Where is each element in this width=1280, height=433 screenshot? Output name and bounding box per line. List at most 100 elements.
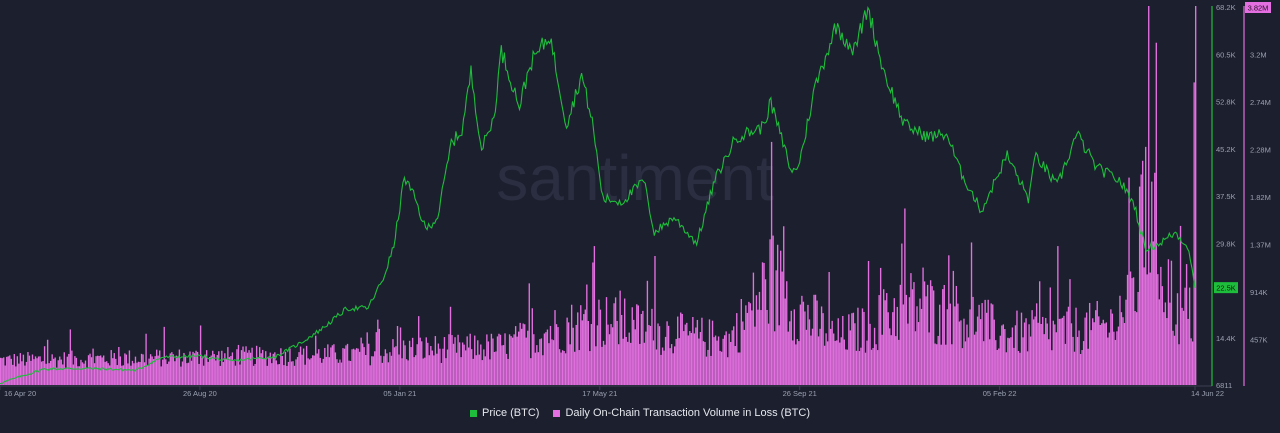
volume-bar (1084, 317, 1086, 385)
volume-bar (1117, 326, 1120, 385)
volume-bar (1075, 307, 1077, 385)
volume-bar (611, 327, 614, 385)
volume-bar (517, 331, 520, 385)
volume-bar (890, 335, 892, 385)
volume-bar (96, 355, 99, 385)
volume-bar (222, 362, 224, 385)
volume-bar (458, 342, 461, 385)
volume-bar (504, 333, 506, 385)
volume-bar (187, 362, 190, 385)
volume-bar (131, 360, 134, 385)
legend-item-volume[interactable]: Daily On-Chain Transaction Volume in Los… (553, 407, 810, 419)
volume-bar (1049, 287, 1051, 385)
volume-bar (642, 310, 644, 385)
volume-bar (561, 350, 564, 385)
volume-bar (558, 349, 561, 385)
volume-bar (514, 326, 517, 385)
volume-bar (863, 311, 865, 385)
volume-bar (325, 356, 327, 385)
volume-bar (525, 337, 527, 385)
volume-bar (896, 306, 898, 385)
volume-bar (401, 358, 403, 385)
volume-bar (112, 358, 114, 385)
volume-bar (975, 331, 977, 385)
volume-bar (307, 358, 309, 385)
volume-bar (769, 239, 771, 385)
volume-bar (881, 334, 883, 385)
volume-bar (854, 323, 856, 385)
volume-bar (493, 351, 496, 385)
volume-bar (987, 299, 989, 385)
volume-bar (245, 346, 247, 385)
volume-bar (163, 326, 165, 385)
volume-bar (1051, 350, 1053, 385)
volume-bar (737, 352, 739, 385)
volume-bar (928, 332, 930, 385)
volume-bar (186, 363, 188, 385)
volume-bar (40, 361, 43, 385)
volume-bar (343, 348, 346, 385)
volume-bar (143, 362, 146, 385)
volume-bar (772, 235, 774, 385)
volume-bar (957, 303, 959, 385)
volume-bar (778, 325, 780, 385)
volume-bar (159, 350, 161, 385)
volume-bar (840, 337, 842, 385)
volume-bar (937, 335, 939, 385)
volume-bar (334, 352, 337, 385)
volume-axis: 3.2M 2.74M 2.28M 1.82M 1.37M 914K 457K 3.82M (1243, 2, 1271, 386)
volume-bar (1166, 318, 1168, 385)
volume-bar (932, 290, 935, 385)
volume-bar (783, 226, 785, 385)
volume-bar (408, 340, 411, 385)
volume-bar (811, 328, 814, 385)
volume-bar (1032, 319, 1035, 385)
legend-item-price[interactable]: Price (BTC) (470, 407, 539, 419)
volume-bar (1004, 329, 1006, 385)
volume-bar (437, 343, 440, 385)
volume-bar (59, 356, 61, 385)
volume-bar (481, 360, 483, 385)
volume-bar (355, 348, 358, 385)
volume-bar (995, 340, 997, 385)
volume-bar (418, 316, 420, 385)
price-line (0, 5, 1196, 385)
volume-bar (268, 357, 270, 385)
volume-bar (15, 366, 17, 385)
volume-bar (372, 356, 374, 385)
volume-bar (107, 363, 109, 385)
volume-bar (149, 354, 152, 385)
volume-bar (949, 303, 951, 385)
volume-bar (801, 295, 803, 385)
volume-bar (471, 349, 473, 385)
volume-bar (1178, 344, 1180, 385)
volume-bar (280, 348, 282, 385)
volume-bar (1126, 274, 1129, 385)
volume-bar (967, 337, 970, 385)
volume-bar (978, 304, 980, 385)
volume-bar (1114, 339, 1117, 385)
volume-bar (304, 364, 306, 385)
volume-bar (157, 355, 159, 385)
volume-bar (657, 323, 659, 385)
volume-bar (152, 359, 155, 385)
volume-bar (984, 299, 986, 385)
volume-bar (271, 363, 273, 385)
volume-bar (820, 306, 823, 385)
volume-bar (767, 323, 770, 385)
volume-bar (910, 273, 912, 385)
volume-bar (1007, 337, 1009, 385)
volume-bar (0, 357, 2, 385)
volume-bar (1099, 325, 1101, 385)
volume-bar (446, 349, 449, 385)
volume-bar (1102, 319, 1104, 385)
volume-bar (263, 358, 265, 385)
volume-bar (749, 303, 752, 385)
volume-bar (324, 347, 326, 385)
volume-bar (1013, 347, 1015, 385)
volume-bar (18, 363, 20, 385)
volume-bar (168, 361, 170, 385)
volume-bar (1079, 353, 1082, 385)
volume-bar (146, 364, 149, 385)
volume-bar (805, 329, 808, 385)
